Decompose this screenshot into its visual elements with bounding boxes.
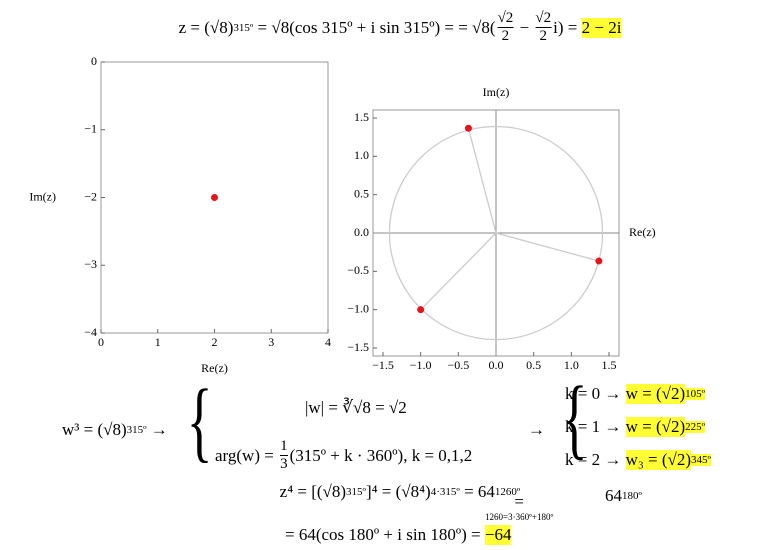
math-text: z⁴ = [(√8) [279,482,347,501]
denominator: 2 [539,28,548,44]
y-tick-label: −1.5 [347,340,369,354]
x-tick-label: 1 [155,335,161,349]
math-text: arg(w) = [215,445,279,465]
point [595,257,603,265]
math-text: 64 [605,486,622,505]
x-tick-label: −1.0 [410,358,432,372]
equation: 64 180º [605,486,642,506]
fraction: √2 2 [497,10,514,45]
y-tick-label: −2 [84,189,97,203]
x-tick-label: 3 [268,335,274,349]
circle [388,125,604,341]
equation: |w| = ∛√8 = √2 [305,398,407,418]
subscript: 4·315º [430,486,460,498]
highlight: −64 [484,525,512,545]
math-text: = [514,492,524,511]
highlight: w = (√2) [625,384,686,404]
highlight: 2 − 2i [581,17,622,38]
math-text: ( [489,17,496,37]
y-tick-label: 0 [91,54,97,68]
x-tick-label: 0 [98,335,104,349]
y-axis-label: Im(z) [483,85,510,99]
numerator: √2 [535,10,552,28]
math-text: k = 0 → [565,384,626,403]
highlight-subscript: 225º [685,421,706,433]
x-tick-label: 1.5 [602,358,617,372]
highlight-subscript: 105º [685,388,706,400]
y-tick-label: −1.0 [347,301,369,315]
numerator: 1 [280,438,288,456]
equation: = 1260=3·360º+180º [485,492,553,522]
denominator: 3 [280,456,288,472]
y-axis-label: Im(z) [29,189,56,203]
equation: z = (√8) 315º = √8(cos 315º + i sin 315º)… [179,10,622,45]
denominator: 2 [501,28,510,44]
math-text: k = 1 → [565,417,626,436]
x-tick-label: 1.0 [564,358,579,372]
math-text: (315º + k · 360º), k = 0,1,2 [289,445,473,465]
y-tick-label: −1 [84,122,97,136]
x-axis-label: Re(z) [629,225,656,239]
point [211,194,218,201]
subscript: 315º [126,424,147,436]
equation: w³ = (√8) 315º → [62,420,168,440]
x-tick-label: −0.5 [447,358,469,372]
math-text: = 64 [459,482,495,501]
brace: { [186,372,213,471]
y-tick-label: 0.0 [354,225,369,239]
math-text: = √8(cos 315º + i sin 315º) = = √8 [253,17,490,37]
highlight: w = (√2) [625,417,686,437]
math-text: → [528,420,545,439]
math-text: − [515,17,534,37]
math-text: k = 2 → [565,450,626,469]
note: 1260=3·360º+180º [485,512,554,522]
y-tick-label: −0.5 [347,263,369,277]
highlight-subscript: 345º [691,454,711,466]
numerator: √2 [497,10,514,28]
radius-line [420,232,497,311]
x-tick-label: 0.0 [489,358,504,372]
equation: k = 0 → w = (√2) 105º [565,384,706,404]
brace: { [561,369,588,468]
math-text: = 64(cos 180º + i sin 180º) = [285,525,485,544]
x-axis-label: Re(z) [201,361,228,375]
radius-line [467,128,497,234]
equation: k = 1 → w = (√2) 225º [565,417,706,437]
math-text: z = (√8) [178,17,234,37]
point [417,306,425,314]
subscript: 315º [233,21,254,34]
math-text: |w| = ∛√8 = √2 [305,398,407,417]
x-tick-label: 0.5 [526,358,541,372]
radius-line [495,232,600,262]
y-tick-label: 1.5 [354,110,369,124]
x-tick-label: 4 [325,335,331,349]
highlight: w₃ = (√2) [625,450,692,470]
equation: k = 2 → w₃ = (√2) 345º [565,450,711,470]
subscript: 180º [622,490,642,502]
equation: = 64(cos 180º + i sin 180º) = −64 [285,525,512,545]
equation: arg(w) = 1 3 (315º + k · 360º), k = 0,1,2 [215,438,472,473]
y-tick-label: −3 [84,257,97,271]
y-tick-label: 0.5 [354,186,369,200]
x-tick-label: 2 [212,335,218,349]
math-text: i) = [553,17,582,37]
subscript: 1260º [494,486,521,498]
y-tick-label: −4 [84,325,97,339]
math-text: → [146,420,168,439]
math-text: ]⁴ = (√8⁴) [365,482,431,501]
subscript: 315º [346,486,366,498]
equation: → [528,420,545,440]
equation: z⁴ = [(√8) 315º]⁴ = (√8⁴) 4·315º = 64 1260º [280,482,521,502]
math-text: w³ = (√8) [62,420,127,439]
y-tick-label: 1.0 [354,148,369,162]
fraction: √2 2 [535,10,552,45]
x-tick-label: −1.5 [372,358,394,372]
point [464,124,472,132]
